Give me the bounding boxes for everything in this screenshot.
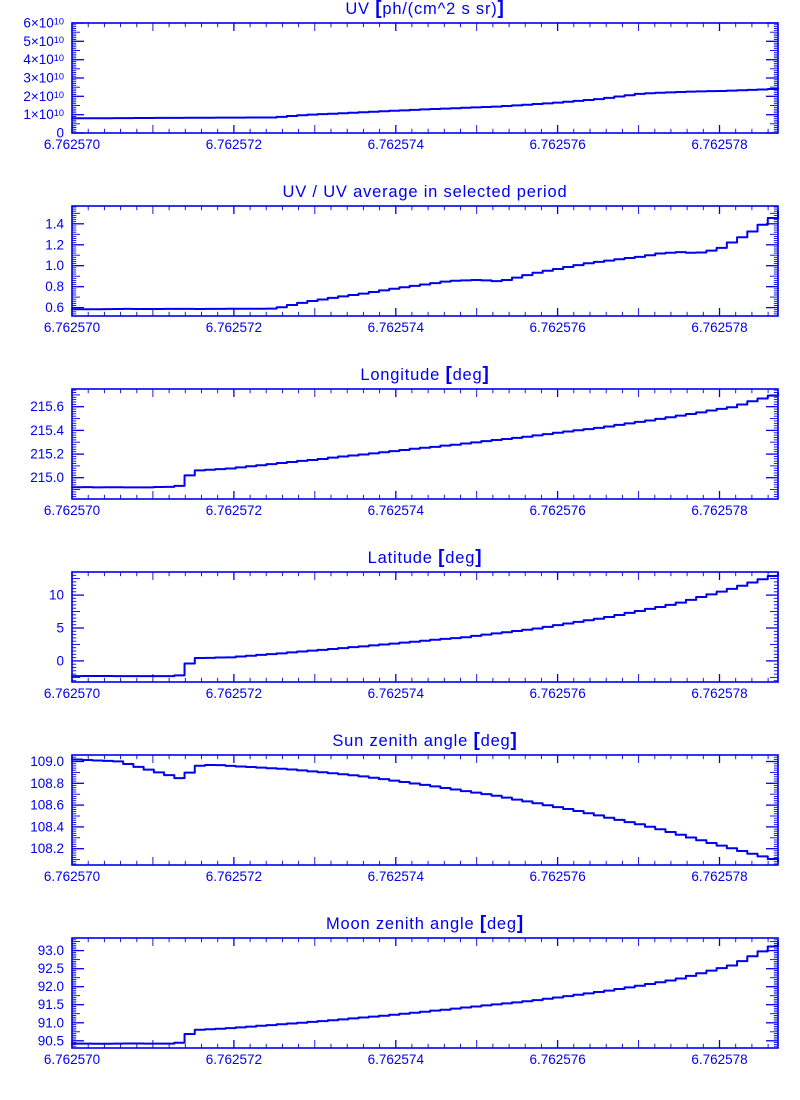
svg-text:6.762570: 6.762570 bbox=[44, 137, 100, 152]
svg-text:215.2: 215.2 bbox=[30, 447, 64, 462]
svg-text:6.762578: 6.762578 bbox=[691, 320, 747, 335]
svg-text:6.762570: 6.762570 bbox=[44, 320, 100, 335]
svg-text:0: 0 bbox=[56, 653, 64, 668]
svg-text:6.762570: 6.762570 bbox=[44, 686, 100, 701]
svg-text:91.5: 91.5 bbox=[38, 997, 64, 1012]
svg-text:6.762576: 6.762576 bbox=[529, 1052, 585, 1067]
svg-text:6.762576: 6.762576 bbox=[529, 503, 585, 518]
svg-text:91.0: 91.0 bbox=[38, 1015, 64, 1030]
svg-text:109.0: 109.0 bbox=[30, 754, 64, 769]
svg-text:6.762578: 6.762578 bbox=[691, 137, 747, 152]
svg-text:Longitude [deg]: Longitude [deg] bbox=[360, 364, 489, 385]
svg-text:6.762576: 6.762576 bbox=[529, 137, 585, 152]
svg-text:93.0: 93.0 bbox=[38, 943, 64, 958]
svg-text:90.5: 90.5 bbox=[38, 1033, 64, 1048]
svg-text:6.762578: 6.762578 bbox=[691, 1052, 747, 1067]
svg-text:6.762572: 6.762572 bbox=[206, 686, 262, 701]
svg-text:108.4: 108.4 bbox=[30, 819, 64, 834]
svg-text:1.4: 1.4 bbox=[45, 216, 64, 231]
svg-text:92.5: 92.5 bbox=[38, 961, 64, 976]
svg-text:6.762572: 6.762572 bbox=[206, 503, 262, 518]
svg-text:1.2: 1.2 bbox=[45, 237, 64, 252]
svg-text:108.2: 108.2 bbox=[30, 841, 64, 856]
svg-text:Moon zenith angle [deg]: Moon zenith angle [deg] bbox=[326, 913, 524, 934]
svg-text:6.762574: 6.762574 bbox=[368, 320, 425, 335]
svg-text:Latitude [deg]: Latitude [deg] bbox=[368, 547, 483, 568]
svg-text:1.0: 1.0 bbox=[45, 258, 64, 273]
svg-text:6.762576: 6.762576 bbox=[529, 686, 585, 701]
svg-text:UV / UV average in selected pe: UV / UV average in selected period bbox=[283, 183, 568, 201]
svg-text:6.762576: 6.762576 bbox=[529, 869, 585, 884]
svg-text:6.762574: 6.762574 bbox=[368, 137, 425, 152]
svg-text:6.762574: 6.762574 bbox=[368, 503, 425, 518]
svg-text:6.762570: 6.762570 bbox=[44, 869, 100, 884]
svg-text:92.0: 92.0 bbox=[38, 979, 64, 994]
svg-text:6.762574: 6.762574 bbox=[368, 1052, 425, 1067]
svg-text:6.762572: 6.762572 bbox=[206, 1052, 262, 1067]
svg-text:10: 10 bbox=[49, 588, 64, 603]
svg-text:6.762578: 6.762578 bbox=[691, 869, 747, 884]
svg-text:6.762572: 6.762572 bbox=[206, 869, 262, 884]
svg-text:6.762572: 6.762572 bbox=[206, 320, 262, 335]
svg-text:6.762574: 6.762574 bbox=[368, 686, 425, 701]
svg-text:108.8: 108.8 bbox=[30, 776, 64, 791]
svg-text:215.0: 215.0 bbox=[30, 470, 64, 485]
svg-text:0.6: 0.6 bbox=[45, 300, 64, 315]
svg-text:Sun zenith angle [deg]: Sun zenith angle [deg] bbox=[332, 730, 517, 751]
svg-text:6.762576: 6.762576 bbox=[529, 320, 585, 335]
svg-text:UV [ph/(cm^2 s sr)]: UV [ph/(cm^2 s sr)] bbox=[345, 0, 504, 19]
svg-text:215.4: 215.4 bbox=[30, 423, 64, 438]
svg-text:6.762570: 6.762570 bbox=[44, 503, 100, 518]
svg-text:6.762570: 6.762570 bbox=[44, 1052, 100, 1067]
svg-text:0.8: 0.8 bbox=[45, 279, 64, 294]
svg-text:6.762572: 6.762572 bbox=[206, 137, 262, 152]
svg-text:6.762578: 6.762578 bbox=[691, 503, 747, 518]
svg-text:215.6: 215.6 bbox=[30, 399, 64, 414]
svg-text:5: 5 bbox=[56, 621, 64, 636]
svg-text:108.6: 108.6 bbox=[30, 798, 64, 813]
svg-text:6.762578: 6.762578 bbox=[691, 686, 747, 701]
svg-text:6.762574: 6.762574 bbox=[368, 869, 425, 884]
